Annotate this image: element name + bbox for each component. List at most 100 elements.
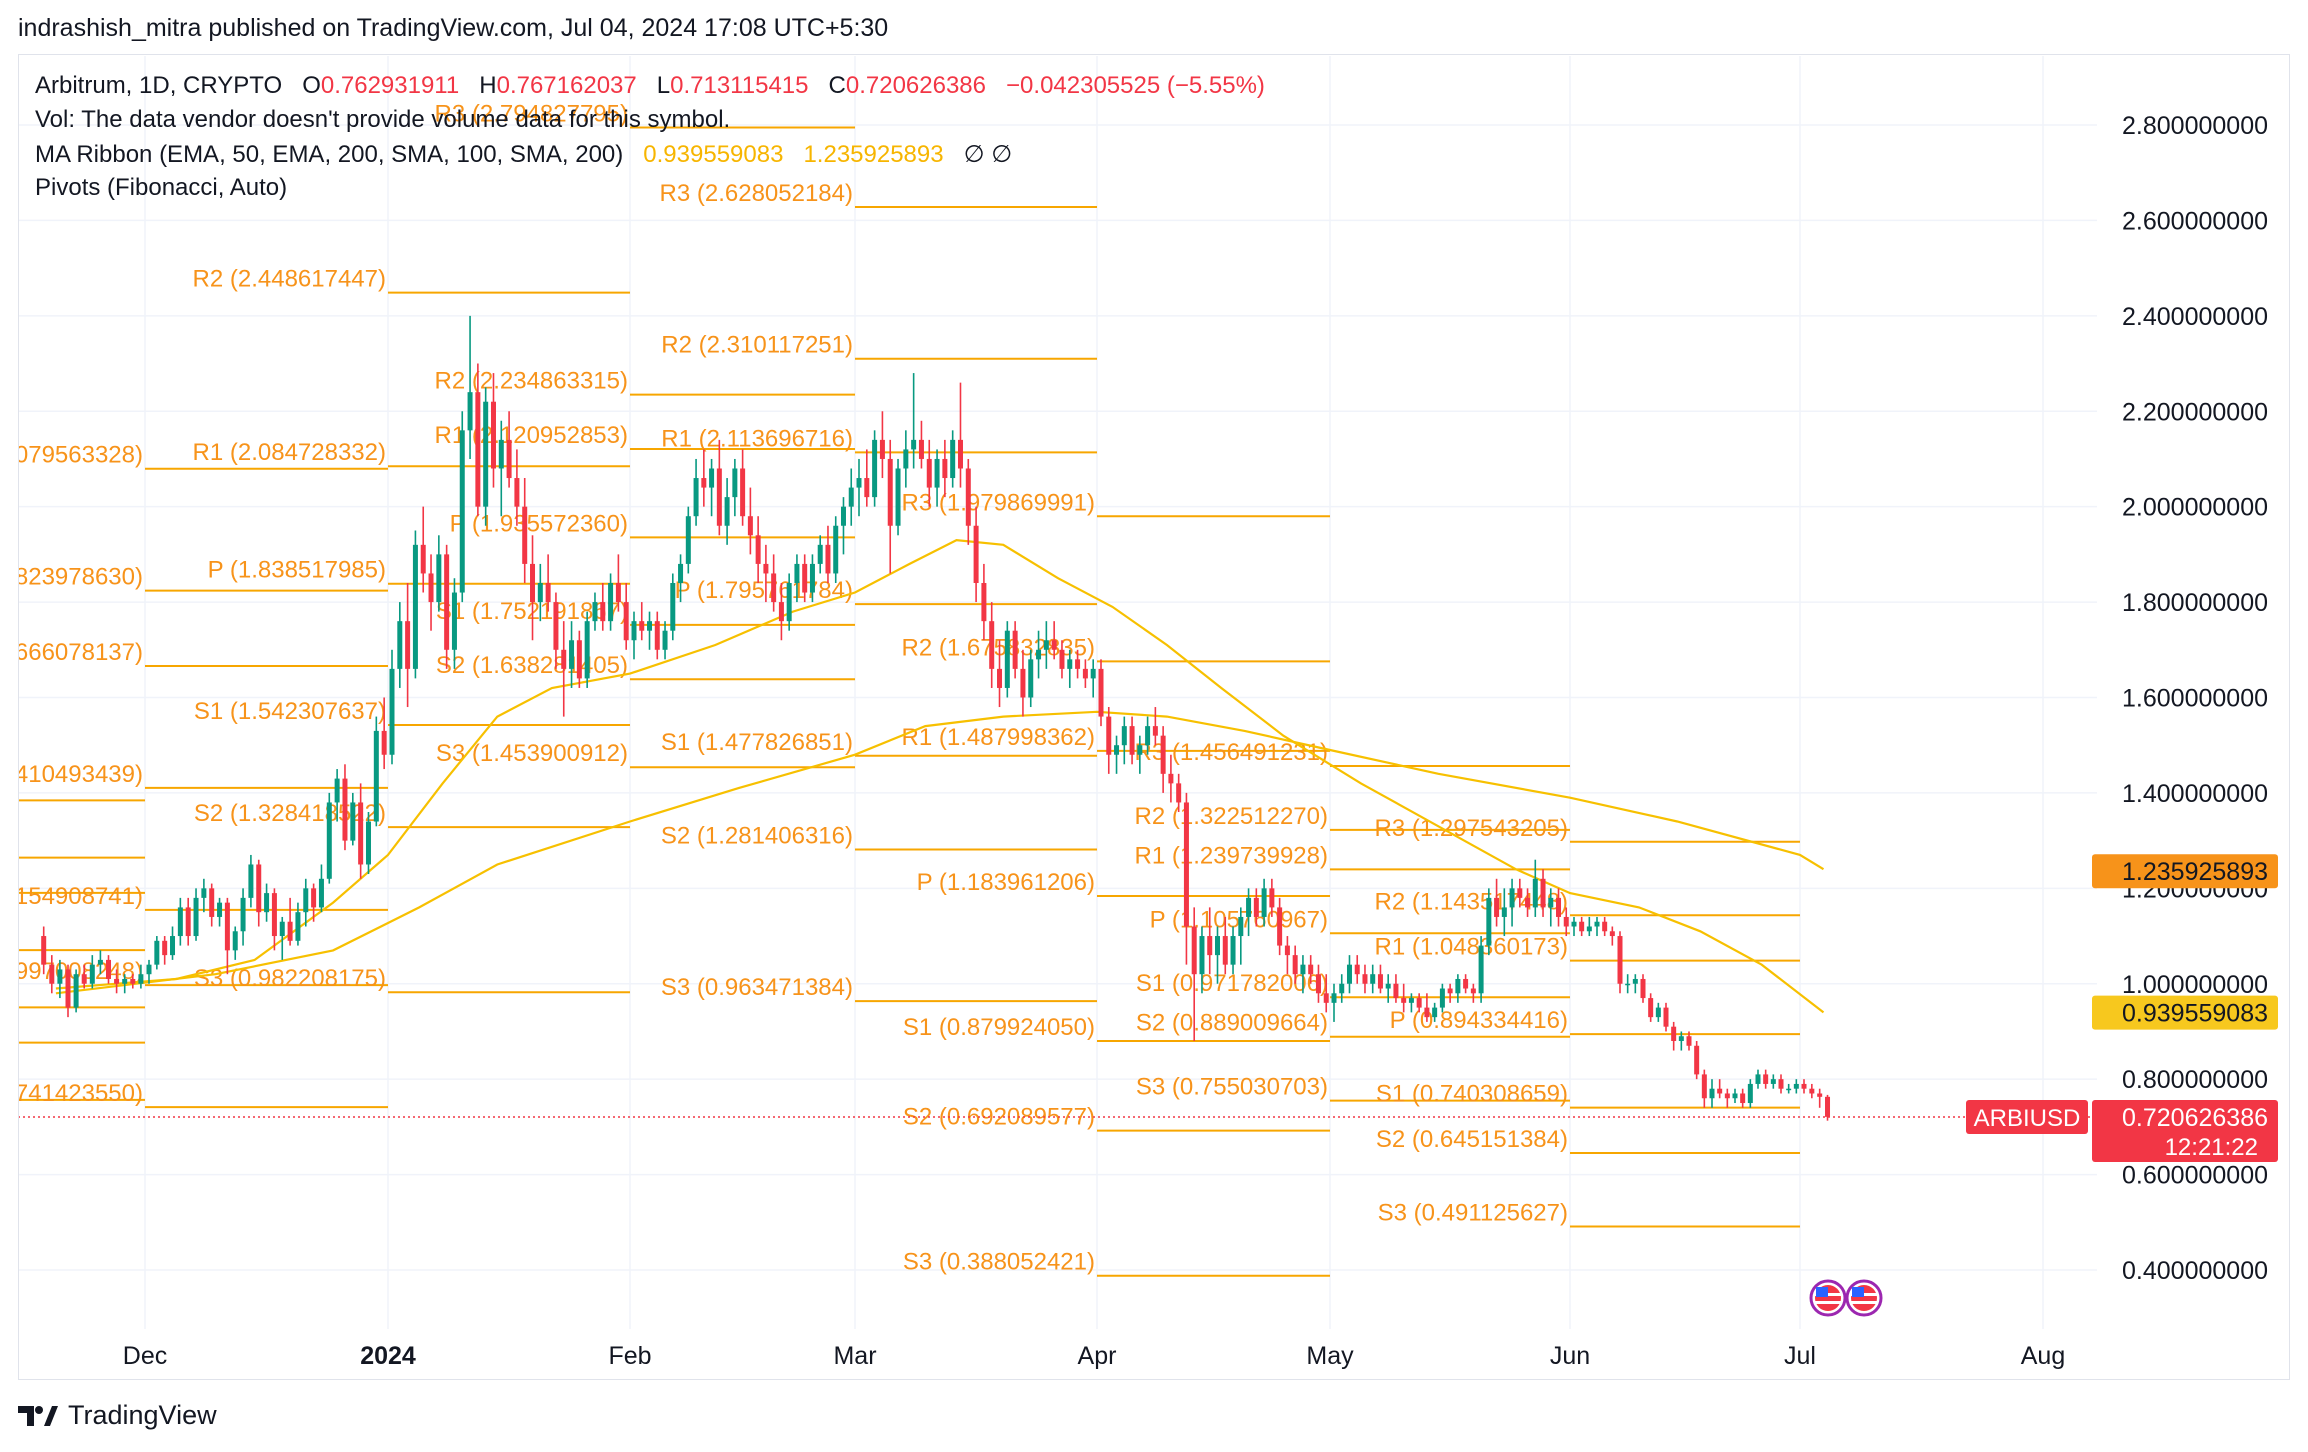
pivot-label-p: P (1.935572360) [450, 510, 628, 537]
candle [1323, 974, 1329, 1013]
candle [685, 506, 691, 574]
candle [311, 883, 317, 922]
footer-brand[interactable]: TradingView [18, 1400, 217, 1431]
candle [389, 649, 395, 765]
candle [1416, 993, 1422, 1013]
pivot-label-p: P (1.795761784) [675, 577, 853, 604]
legend-close-value: 0.720626386 [845, 72, 987, 99]
candle [162, 936, 168, 965]
pivots-legend[interactable]: Pivots (Fibonacci, Auto) [35, 174, 287, 202]
pivot-label-s3: S3 (0.491125627) [1378, 1200, 1568, 1227]
candle [185, 897, 191, 946]
candle [1470, 983, 1476, 1003]
candle [670, 573, 676, 641]
candle [522, 478, 528, 583]
candle [405, 583, 411, 708]
candle [1137, 735, 1143, 774]
candle [342, 764, 348, 851]
y-tick-label: 0.600000000 [2122, 1162, 2268, 1190]
footer-brand-text: TradingView [68, 1400, 217, 1430]
candle [49, 955, 55, 994]
candle [295, 902, 301, 946]
candle [973, 506, 979, 603]
candle [1168, 754, 1174, 803]
candle [1663, 1002, 1669, 1032]
candle [1121, 716, 1127, 765]
candle [569, 621, 575, 688]
pivot-label-s2: S2 (1.638281405) [436, 652, 628, 679]
candle [864, 449, 870, 507]
candle [561, 621, 567, 717]
legend-symbol: Arbitrum, 1D, CRYPTO [35, 72, 283, 99]
pivot-label-s3: S3 (0.755030703) [1136, 1074, 1328, 1101]
pivot-label-r1: R1 (1.048360173) [1375, 934, 1568, 961]
candle [1778, 1074, 1784, 1094]
candle [895, 458, 901, 536]
price-labels: 1.235925893 0.939559083 0.72062638612:21:2… [1966, 854, 2278, 1163]
candle [903, 430, 909, 488]
publisher-line: indrashish_mitra published on TradingVie… [18, 14, 889, 42]
candle [1478, 936, 1484, 1003]
candle [467, 315, 473, 459]
candle [256, 859, 262, 927]
candle [1059, 640, 1065, 679]
pivot-label-r1: R1 (2.084728332) [193, 439, 386, 466]
pivot-label-p: P (0.894334416) [1390, 1007, 1568, 1034]
candle [436, 535, 442, 612]
candle [1292, 945, 1298, 984]
pivot-label-r2: R2 (2.448617447) [193, 266, 386, 293]
candle [1486, 888, 1492, 956]
candle [1339, 974, 1345, 1003]
candle [1579, 916, 1585, 937]
candle [122, 974, 128, 994]
ma-ribbon-legend[interactable]: MA Ribbon (EMA, 50, EMA, 200, SMA, 100, … [35, 140, 1012, 169]
candle [942, 439, 948, 498]
candle [709, 458, 715, 517]
candle [1300, 955, 1306, 994]
pivot-label-s2: S2 (1.328418522) [194, 800, 386, 827]
x-tick-label: Jun [1550, 1342, 1590, 1370]
candle [701, 449, 707, 507]
candle [1655, 1002, 1661, 1022]
candle [1701, 1069, 1707, 1108]
y-tick-label: 2.800000000 [2122, 112, 2268, 140]
candle [778, 583, 784, 641]
candle [81, 964, 87, 989]
candle [89, 955, 95, 989]
candle [506, 411, 512, 488]
legend-close-label: C [828, 72, 846, 99]
candle [1817, 1088, 1823, 1108]
candle [771, 554, 777, 612]
candle [1517, 878, 1523, 908]
us-flag-icon[interactable] [1809, 1279, 1883, 1317]
candle [1763, 1069, 1769, 1089]
price-label-bg [2092, 854, 2278, 889]
x-tick-label: 2024 [360, 1342, 416, 1370]
pivot-label-r3: R3 (1.297543205) [1375, 815, 1568, 842]
chart-area[interactable] [18, 54, 2290, 1380]
candle [1640, 974, 1646, 1003]
plot-area[interactable]: R3 (1.384283825)R2 (1.264363071)R1 (1.19… [0, 55, 2098, 1330]
pivot-levels: R3 (1.384283825)R2 (1.264363071)R1 (1.19… [19, 100, 1800, 1277]
candle [825, 525, 831, 583]
x-axis[interactable]: Dec 2024 Feb Mar Apr May Jun Jul Aug [123, 1342, 2065, 1370]
pivot-label-r2: R2 (2.234863315) [435, 368, 628, 395]
candle [965, 458, 971, 545]
candle [170, 926, 176, 960]
candle [412, 530, 418, 679]
x-tick-label: May [1306, 1342, 1354, 1370]
candle [786, 573, 792, 631]
ma-line-2 [55, 710, 1825, 995]
candle [934, 449, 940, 507]
candle [420, 506, 426, 593]
candle [755, 516, 761, 583]
candle [817, 535, 823, 574]
candle [1098, 659, 1104, 727]
candle [451, 578, 457, 669]
candle [65, 964, 71, 1018]
candle [1717, 1079, 1723, 1099]
candle [57, 959, 63, 999]
candle [1354, 955, 1360, 984]
candle [576, 630, 582, 688]
